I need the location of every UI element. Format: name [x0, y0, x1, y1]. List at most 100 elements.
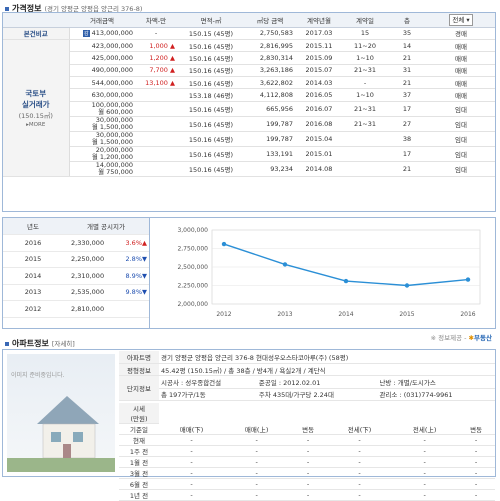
area-cell: 150.16 (45평) — [177, 101, 245, 117]
price-cell: 30,000,000 월 1,500,000 — [69, 131, 135, 147]
day-cell — [343, 146, 387, 162]
year-cell: 2012 — [3, 300, 63, 318]
floor-cell: 14 — [387, 39, 427, 53]
per-m2-cell: 3,263,186 — [245, 64, 295, 78]
apt-name-value: 경기 양평군 양평읍 양근리 376-8 현대성우오스타코아루(주) (58평) — [159, 351, 495, 364]
per-m2-cell: 133,191 — [245, 146, 295, 162]
type-cell: 매매 — [427, 64, 495, 78]
market-value: - — [326, 489, 393, 501]
price-table-header: 거래금액 차액-만 면적-㎡ ㎡당 금액 계약년월 계약일 층 전체 ▾ — [3, 13, 495, 28]
source-brand[interactable]: 부동산 — [474, 334, 492, 342]
per-m2-cell: 4,112,808 — [245, 88, 295, 102]
area-cell: 150.16 (45평) — [177, 51, 245, 65]
y-tick-label: 2,500,000 — [177, 264, 208, 271]
official-value-cell: 2,310,000 8.9%▼ — [63, 267, 149, 285]
col-diff: 차액-만 — [135, 13, 177, 28]
diff-cell — [135, 161, 177, 177]
apt-units: 총 197가구/1동 — [159, 388, 257, 402]
data-point — [221, 241, 227, 247]
x-tick-label: 2012 — [216, 311, 231, 318]
date-cell: 2015.09 — [295, 51, 343, 65]
market-value: - — [392, 434, 458, 446]
market-period: 1년 전 — [119, 489, 159, 501]
official-row: 2014 2,310,000 8.9%▼ — [3, 267, 149, 285]
market-value: - — [326, 467, 393, 479]
apt-section-title: 아파트정보 [자세히] — [5, 338, 75, 349]
market-value: - — [457, 489, 495, 501]
market-value: - — [289, 478, 327, 490]
price-row: 100,000,000 월 600,000 150.16 (45평) 665,956 2… — [3, 101, 495, 117]
price-cell: 30,000,000 월 1,500,000 — [69, 116, 135, 132]
type-cell: 매매 — [427, 88, 495, 102]
col-date: 계약년월 — [295, 13, 343, 28]
market-value: - — [457, 467, 495, 479]
market-value: - — [224, 478, 290, 490]
x-tick-label: 2013 — [277, 311, 292, 318]
price-table-frame: 거래금액 차액-만 면적-㎡ ㎡당 금액 계약년월 계약일 층 전체 ▾ 본건비… — [2, 12, 496, 212]
market-value: - — [326, 445, 393, 457]
date-cell: 2015.01 — [295, 146, 343, 162]
data-point — [465, 277, 471, 282]
market-row: 3월 전------ — [119, 467, 495, 479]
address-text: (경기 양평군 양평읍 양근리 376-8) — [44, 5, 143, 13]
filter-select[interactable]: 전체 ▾ — [449, 13, 473, 26]
market-row: 현재 - - - - - - — [119, 434, 495, 446]
type-cell: 임대 — [427, 101, 495, 117]
diff-cell: 1,200 ▲ — [135, 51, 177, 65]
floor-cell: 17 — [387, 101, 427, 117]
market-value: - — [159, 478, 225, 490]
per-m2-cell: 2,816,995 — [245, 39, 295, 53]
brand-icon: ✱ — [468, 334, 475, 342]
market-row: 1년 전------ — [119, 489, 495, 501]
market-value: - — [224, 445, 290, 457]
data-point — [282, 262, 288, 267]
market-value: - — [392, 456, 458, 468]
diff-cell — [135, 131, 177, 147]
per-m2-cell: 3,622,802 — [245, 76, 295, 90]
market-col: 전세(上) — [392, 423, 458, 435]
type-cell: 임대 — [427, 161, 495, 177]
price-row: 30,000,000 월 1,500,000 150.16 (45평) 199,787… — [3, 116, 495, 132]
diff-cell: 1,000 ▲ — [135, 39, 177, 53]
apt-area-label: 평형정보 — [119, 363, 159, 377]
type-cell: 매매 — [427, 51, 495, 65]
official-price-chart: 3,000,000 2,750,000 2,500,000 2,250,000 2,00… — [150, 217, 496, 329]
market-period: 6월 전 — [119, 478, 159, 490]
official-price-table: 년도 개별 공시지가 2016 2,330,000 3.6%▲ 2015 2,250,… — [3, 218, 149, 318]
market-col: 변동 — [289, 423, 327, 435]
day-cell: 21~31 — [343, 101, 387, 117]
area-cell: 150.16 (45평) — [177, 64, 245, 78]
area-cell: 150.16 (45평) — [177, 146, 245, 162]
detail-link[interactable]: [자세히] — [51, 340, 75, 348]
market-value: - — [289, 445, 327, 457]
date-cell: 2015.04 — [295, 131, 343, 147]
market-value: - — [392, 445, 458, 457]
market-value: - — [289, 456, 327, 468]
diff-cell: 7,700 ▲ — [135, 64, 177, 78]
market-col: 매매(上) — [224, 423, 290, 435]
apt-heating: 난방 : 개별/도시가스 — [377, 375, 495, 389]
more-button[interactable]: ▸MORE — [26, 121, 46, 128]
market-value: - — [224, 489, 290, 501]
x-tick-label: 2014 — [338, 311, 353, 318]
area-cell: 153.18 (46평) — [177, 88, 245, 102]
day-cell: 1~10 — [343, 88, 387, 102]
arrow-up-icon: ▲ — [170, 41, 175, 50]
filter-cell: 전체 ▾ — [427, 13, 495, 28]
side-panel: 국토부 실거래가 (150.15㎡) ▸MORE — [3, 39, 70, 177]
per-m2-cell: 665,956 — [245, 101, 295, 117]
market-col: 기준일 — [119, 423, 159, 435]
apt-area-value: 45.42평 (150.15㎡) / 총 38층 / 방4개 / 욕실2개 / … — [159, 363, 495, 377]
year-cell: 2015 — [3, 251, 63, 268]
floor-cell: 31 — [387, 64, 427, 78]
apt-builder: 시공사 : 성우종합건설 — [159, 375, 257, 389]
type-cell: 매매 — [427, 76, 495, 90]
price-row: 14,000,000 월 750,000 150.16 (45평) 93,234 201… — [3, 161, 495, 177]
day-cell: 11~20 — [343, 39, 387, 53]
market-row: 6월 전------ — [119, 478, 495, 490]
date-cell: 2014.08 — [295, 161, 343, 177]
compare-row: 본건비교 감 413,000,000 - 150.15 (45평) 2,750,5… — [3, 27, 495, 40]
price-row: 490,000,000 7,700 ▲ 150.16 (45평) 3,263,186 2… — [3, 64, 495, 78]
market-value: - — [289, 434, 327, 446]
day-cell: - — [343, 76, 387, 90]
